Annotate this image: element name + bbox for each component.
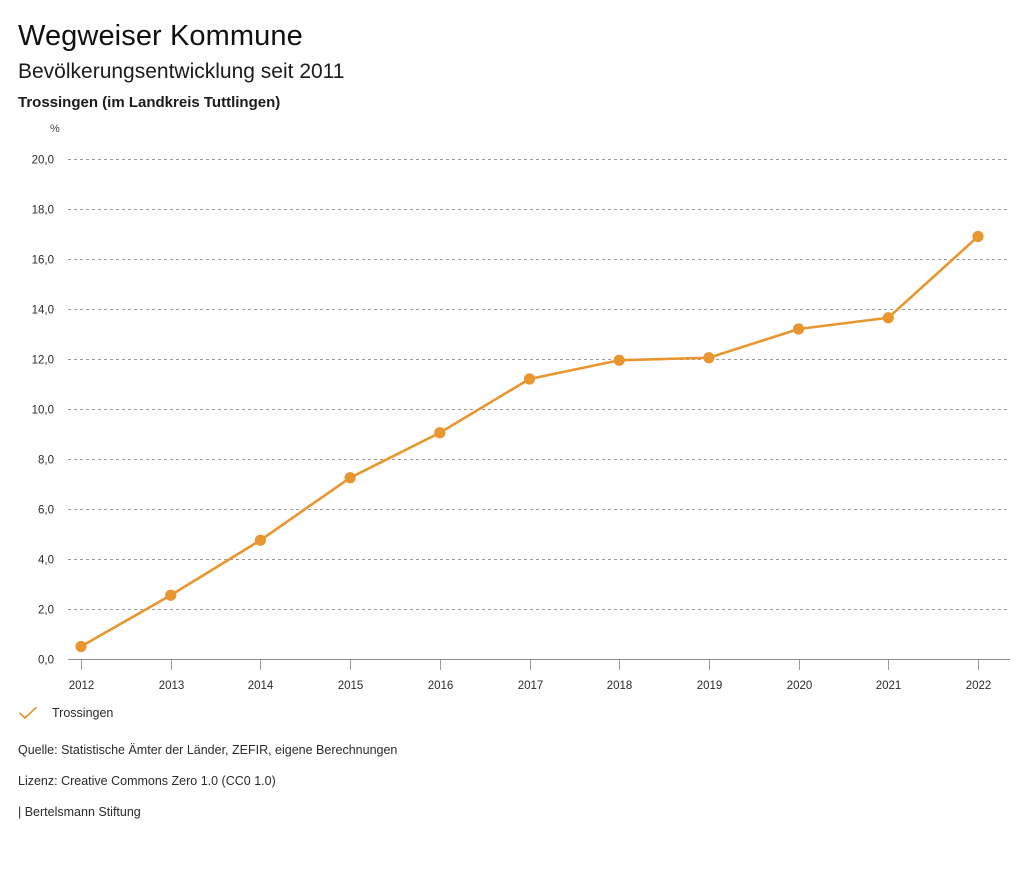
page-title: Wegweiser Kommune	[18, 20, 303, 52]
chart-header: Wegweiser Kommune Bevölkerungsentwicklun…	[0, 0, 1024, 114]
x-axis-tick-label: 2019	[697, 680, 723, 692]
data-point[interactable]	[75, 640, 87, 653]
x-axis-tick-label: 2020	[787, 680, 813, 692]
data-point[interactable]	[882, 312, 894, 324]
x-axis-tick-label: 2013	[159, 680, 185, 692]
y-axis-tick-label: 8,0	[38, 455, 54, 467]
data-point[interactable]	[344, 472, 356, 484]
data-point[interactable]	[613, 354, 625, 366]
publisher-text: | Bertelsmann Stiftung	[18, 805, 141, 819]
data-point[interactable]	[972, 230, 984, 243]
y-axis-tick-label: 6,0	[38, 505, 54, 517]
chart-footer: Trossingen Quelle: Statistische Ämter de…	[0, 700, 1024, 819]
data-point[interactable]	[254, 534, 266, 546]
data-point[interactable]	[793, 323, 805, 335]
y-axis-tick-label: 16,0	[32, 255, 54, 267]
line-chart: 0,0 2,0 4,0 6,0 8,0 10,0 12,0 14,0 16,0 18,0 20,0 …	[0, 114, 1024, 694]
page-subtitle: Bevölkerungsentwicklung seit 2011	[18, 60, 345, 83]
x-axis: 2012 2013 2014 2015 2016 2017 2018 2019 2020 2021…	[68, 659, 1010, 692]
x-axis-tick-label: 2014	[248, 680, 274, 692]
page-location: Trossingen (im Landkreis Tuttlingen)	[18, 94, 281, 111]
chart-canvas: 0,02,04,06,08,010,012,014,016,018,020,0 …	[32, 123, 1010, 692]
license-text: Lizenz: Creative Commons Zero 1.0 (CC0 1…	[18, 774, 276, 788]
legend-item-trossingen[interactable]: Trossingen	[18, 700, 1024, 726]
source-text: Quelle: Statistische Ämter der Länder, Z…	[18, 743, 398, 757]
gridlines	[68, 159, 1010, 660]
y-axis-tick-label: 0,0	[38, 655, 54, 667]
y-axis-tick-label: 2,0	[38, 605, 54, 617]
legend-item-label: Trossingen	[52, 706, 114, 720]
y-axis-tick-label: 18,0	[32, 205, 54, 217]
y-axis-tick-label: 20,0	[32, 155, 54, 167]
y-axis-tick-label: 14,0	[32, 305, 54, 317]
x-axis-tick-label: 2018	[607, 680, 633, 692]
x-axis-tick-label: 2015	[338, 680, 364, 692]
x-axis-tick-label: 2012	[69, 680, 95, 692]
y-axis-tick-label: 10,0	[32, 405, 54, 417]
x-axis-tick-label: 2021	[876, 680, 902, 692]
series-line	[79, 235, 980, 648]
data-point[interactable]	[523, 373, 536, 385]
y-axis-labels: 0,0 2,0 4,0 6,0 8,0 10,0 12,0 14,0 16,0 18,0 20,0	[32, 155, 54, 667]
y-axis-tick-label: 12,0	[32, 355, 54, 367]
check-icon	[19, 706, 37, 719]
y-axis-tick-label: 4,0	[38, 555, 54, 567]
x-axis-tick-label: 2016	[428, 680, 454, 692]
x-axis-tick-label: 2022	[966, 680, 992, 692]
data-point[interactable]	[434, 427, 446, 439]
series-trossingen	[75, 230, 984, 653]
data-point[interactable]	[703, 352, 715, 364]
data-point[interactable]	[165, 589, 177, 601]
x-axis-tick-label: 2017	[518, 680, 544, 692]
y-axis-unit-label: %	[50, 123, 60, 135]
